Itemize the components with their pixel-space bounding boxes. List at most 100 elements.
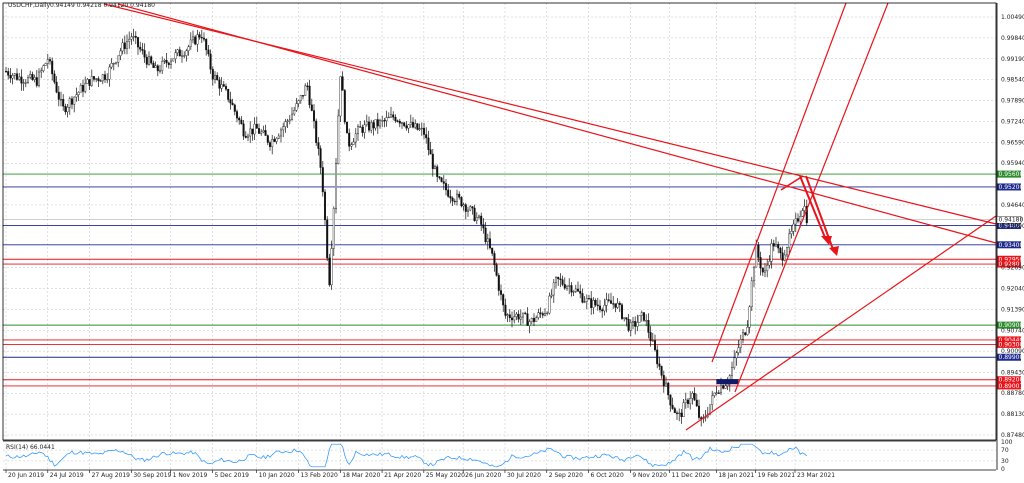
candle-body [359, 126, 362, 128]
y-tick-label: 1.00490 [1001, 14, 1024, 21]
candle-body [537, 312, 540, 318]
candle-body [651, 340, 654, 342]
x-tick-label: 11 Dec 2020 [672, 472, 711, 479]
candle-body [73, 96, 76, 105]
candle-body [744, 332, 747, 335]
candle-body [460, 197, 463, 207]
candle-body [42, 65, 45, 71]
candle-body [92, 76, 95, 80]
candle-body [425, 134, 428, 139]
candle-body [486, 238, 489, 243]
candles-layer [4, 28, 808, 427]
candle-body [163, 60, 166, 62]
x-tick-label: 25 May 2020 [426, 472, 465, 479]
candle-body [434, 166, 437, 169]
candle-body [9, 75, 12, 79]
candle-body [68, 98, 71, 108]
candle-body [22, 82, 25, 84]
candle-body [478, 215, 481, 218]
candle-body [753, 266, 756, 282]
candle-body [467, 209, 470, 212]
candle-body [574, 288, 577, 292]
candle-body [150, 56, 153, 64]
candle-body [40, 70, 43, 73]
candle-body [522, 312, 525, 318]
candle-body [539, 312, 542, 314]
candle-body [535, 317, 538, 322]
y-tick-label: 0.97890 [1001, 98, 1024, 105]
candle-body [508, 314, 511, 319]
candle-body [561, 279, 564, 285]
y-tick-label: 0.88130 [1001, 411, 1024, 418]
candle-body [669, 394, 672, 406]
candle-body [13, 73, 16, 76]
y-tick-label: 0.99840 [1001, 35, 1024, 42]
candle-body [431, 153, 434, 169]
candle-body [183, 55, 186, 57]
candle-body [128, 39, 131, 42]
candle-body [381, 120, 384, 122]
candle-body [139, 46, 142, 50]
candle-body [38, 71, 41, 86]
candle-body [29, 74, 32, 78]
candle-body [775, 244, 778, 247]
candle-body [376, 119, 379, 127]
candle-body [449, 196, 452, 199]
rsi-scale-label: 30 [1001, 458, 1009, 465]
candle-body [794, 218, 797, 225]
level-price-tag-text: 0.89200 [999, 377, 1024, 384]
candle-body [24, 82, 27, 84]
x-tick-label: 18 Jan 2021 [718, 472, 754, 479]
candle-body [634, 320, 637, 327]
arrow-down-1-shaft [799, 175, 827, 241]
candle-body [229, 99, 232, 104]
candle-body [803, 206, 806, 211]
candle-body [610, 300, 613, 304]
candle-body [671, 404, 674, 409]
candle-body [733, 357, 736, 368]
candle-body [469, 206, 472, 211]
candle-body [299, 95, 302, 101]
candle-body [660, 366, 663, 376]
candle-body [161, 61, 164, 71]
level-price-tag [997, 183, 1021, 191]
x-tick-label: 19 Feb 2021 [758, 472, 796, 479]
candle-body [445, 183, 448, 191]
candle-body [656, 349, 659, 365]
candle-body [750, 280, 753, 308]
candle-body [667, 382, 670, 396]
x-tick-label: 9 Nov 2020 [632, 472, 667, 479]
candle-body [55, 81, 58, 93]
candle-body [407, 124, 410, 129]
candle-body [403, 122, 406, 127]
candle-body [321, 167, 324, 193]
candle-body [517, 313, 520, 320]
candle-body [368, 121, 371, 131]
candle-body [60, 99, 63, 101]
candle-body [134, 36, 137, 38]
candle-body [16, 73, 19, 80]
candle-body [394, 117, 397, 122]
candle-body [689, 398, 692, 404]
candle-body [132, 36, 135, 38]
candle-body [152, 62, 155, 68]
candle-body [293, 110, 296, 115]
consolidation-box [716, 379, 739, 385]
candle-body [370, 122, 373, 131]
candle-body [357, 126, 360, 135]
level-price-tag [997, 260, 1021, 268]
candle-body [568, 285, 571, 287]
candle-body [335, 163, 338, 209]
rsi-scale-label: 0 [1001, 466, 1005, 473]
level-price-tag-text: 0.95200 [999, 184, 1024, 191]
candle-body [519, 316, 522, 320]
candle-body [493, 253, 496, 266]
candle-body [235, 111, 238, 119]
candle-body [198, 34, 201, 38]
candle-body [130, 36, 133, 40]
candle-body [57, 91, 60, 100]
candle-body [348, 132, 351, 147]
